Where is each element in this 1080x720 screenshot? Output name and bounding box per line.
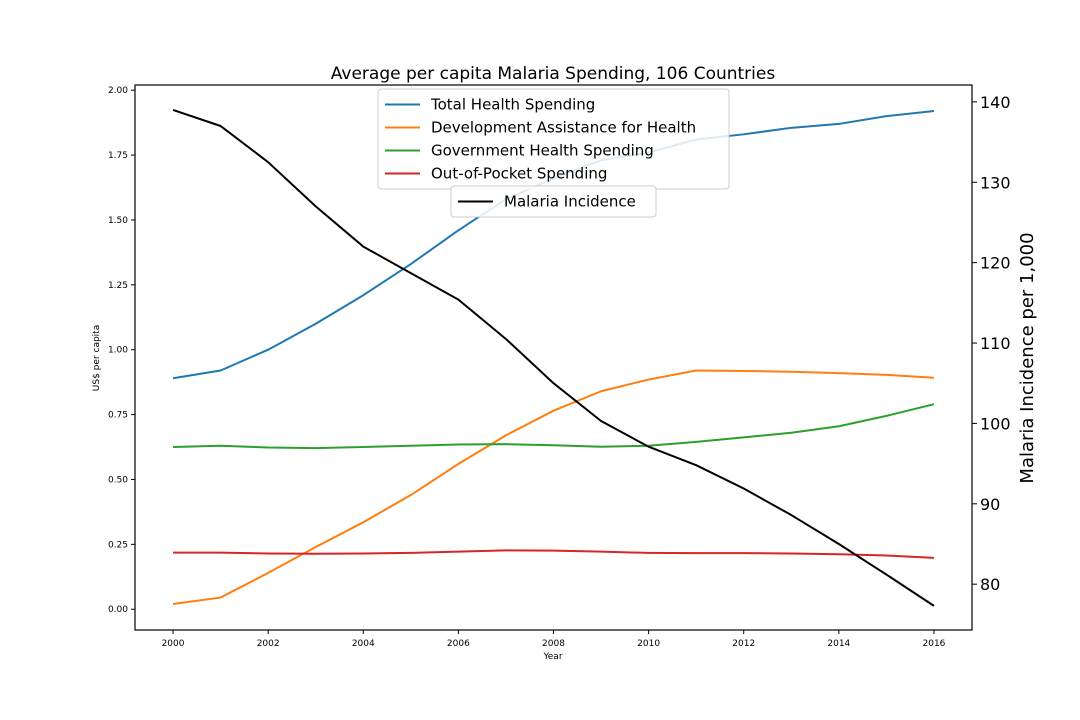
- series-line-3: [173, 549, 934, 559]
- left-y-tick-label-8: 2.00: [108, 86, 128, 96]
- series-line-4: [172, 108, 935, 607]
- x-tick-label-6: 2012: [732, 639, 755, 649]
- right-y-tick-label-0: 80: [980, 575, 1000, 594]
- legend-label-out-of-pocket-spending: Out-of-Pocket Spending: [431, 165, 607, 183]
- series-line-1: [172, 369, 935, 606]
- x-tick-label-3: 2006: [447, 639, 470, 649]
- series-layer: [172, 108, 935, 607]
- x-tick-label-8: 2016: [923, 639, 946, 649]
- legend-label-government-health-spending: Government Health Spending: [431, 142, 654, 160]
- right-y-axis-label: Malaria Incidence per 1,000: [1017, 232, 1038, 483]
- legend-label-development-assistance-for-health: Development Assistance for Health: [431, 119, 696, 137]
- left-y-tick-label-6: 1.50: [108, 216, 128, 226]
- x-tick-label-0: 2000: [162, 639, 185, 649]
- left-y-tick-label-4: 1.00: [108, 346, 128, 356]
- left-y-tick-label-2: 0.50: [108, 475, 128, 485]
- chart-title: Average per capita Malaria Spending, 106…: [331, 64, 776, 84]
- series-line-2: [173, 403, 935, 450]
- x-axis-ticks: 2000 2002 2004 2006 2008 2010 2012 2014 2016: [162, 630, 946, 649]
- right-y-tick-label-3: 110: [980, 334, 1011, 353]
- legend-label-malaria-incidence: Malaria Incidence: [504, 193, 636, 211]
- x-tick-label-1: 2002: [257, 639, 280, 649]
- x-tick-label-2: 2004: [352, 639, 375, 649]
- legend-right-box: [450, 185, 657, 218]
- right-y-tick-label-2: 100: [980, 414, 1011, 433]
- x-tick-label-7: 2014: [827, 639, 850, 649]
- left-y-axis-ticks: 0.00 0.25 0.50 0.75 1.00 1.25 1.50 1.75 2.00: [108, 86, 135, 615]
- legend-label-total-health-spending: Total Health Spending: [430, 96, 595, 114]
- right-y-tick-label-1: 90: [980, 495, 1000, 514]
- legend-left-axis: Total Health Spending Development Assista…: [377, 88, 730, 190]
- left-y-tick-label-3: 0.75: [108, 411, 128, 421]
- left-y-tick-label-7: 1.75: [108, 151, 128, 161]
- x-tick-label-5: 2010: [637, 639, 660, 649]
- left-y-tick-label-0: 0.00: [108, 605, 128, 615]
- right-y-tick-label-4: 120: [980, 254, 1011, 273]
- legend-right-axis: Malaria Incidence: [450, 185, 657, 218]
- x-axis-label: Year: [542, 652, 562, 662]
- left-y-tick-label-1: 0.25: [108, 540, 128, 550]
- left-y-axis-label: US$ per capita: [92, 325, 102, 391]
- right-y-tick-label-6: 140: [980, 93, 1011, 112]
- right-y-tick-label-5: 130: [980, 173, 1011, 192]
- x-tick-label-4: 2008: [542, 639, 565, 649]
- right-y-axis-ticks: 80 90 100 110 120 130 140: [972, 93, 1011, 594]
- left-y-tick-label-5: 1.25: [108, 281, 128, 291]
